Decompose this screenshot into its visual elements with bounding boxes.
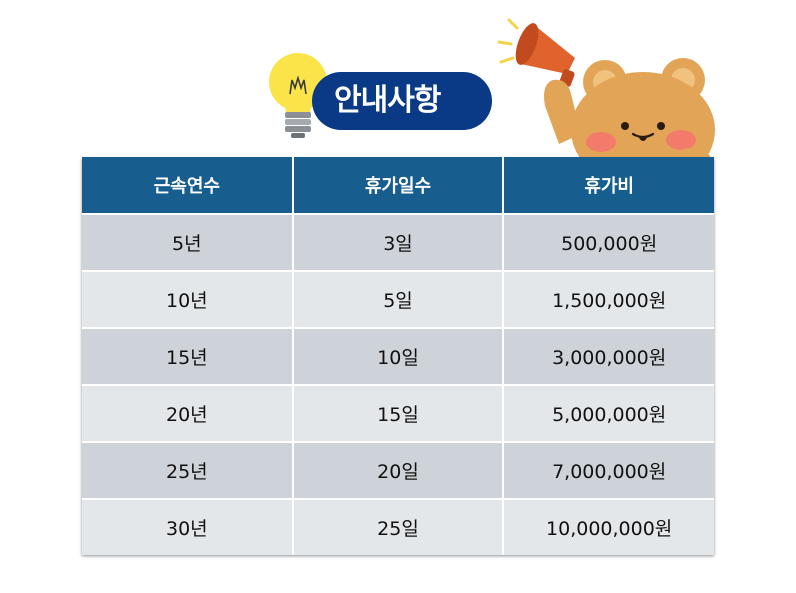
cell-pay: 5,000,000원	[503, 385, 714, 443]
bear-mascot-icon	[497, 18, 715, 182]
table-row: 20년 15일 5,000,000원	[82, 385, 714, 443]
cell-pay: 10,000,000원	[503, 499, 714, 555]
cell-years: 5년	[82, 214, 294, 272]
cell-years: 25년	[82, 442, 294, 500]
cell-years: 15년	[82, 328, 294, 386]
table-header-row: 근속연수 휴가일수 휴가비	[82, 157, 714, 215]
header-vacation-days: 휴가일수	[292, 157, 505, 215]
page-title: 안내사항	[334, 83, 441, 118]
megaphone-icon	[497, 18, 575, 87]
cell-days: 15일	[292, 385, 505, 443]
cell-days: 25일	[292, 499, 505, 555]
cell-years: 20년	[82, 385, 294, 443]
header-years-of-service: 근속연수	[82, 157, 294, 215]
cell-pay: 1,500,000원	[503, 271, 714, 329]
table-row: 15년 10일 3,000,000원	[82, 328, 714, 386]
vacation-benefit-table: 근속연수 휴가일수 휴가비 5년 3일 500,000원 10년 5일 1,50…	[82, 157, 714, 555]
cell-days: 3일	[292, 214, 505, 272]
cell-pay: 500,000원	[503, 214, 714, 272]
table-row: 25년 20일 7,000,000원	[82, 442, 714, 500]
cell-pay: 3,000,000원	[503, 328, 714, 386]
notice-title-badge: 안내사항	[268, 50, 508, 140]
cell-pay: 7,000,000원	[503, 442, 714, 500]
header-vacation-pay: 휴가비	[503, 157, 714, 215]
table-row: 5년 3일 500,000원	[82, 214, 714, 272]
table-row: 10년 5일 1,500,000원	[82, 271, 714, 329]
cell-days: 5일	[292, 271, 505, 329]
cell-years: 30년	[82, 499, 294, 555]
vacation-table-card: 근속연수 휴가일수 휴가비 5년 3일 500,000원 10년 5일 1,50…	[82, 157, 714, 555]
table-row: 30년 25일 10,000,000원	[82, 499, 714, 555]
cell-days: 10일	[292, 328, 505, 386]
cell-days: 20일	[292, 442, 505, 500]
cell-years: 10년	[82, 271, 294, 329]
title-pill	[312, 72, 492, 130]
